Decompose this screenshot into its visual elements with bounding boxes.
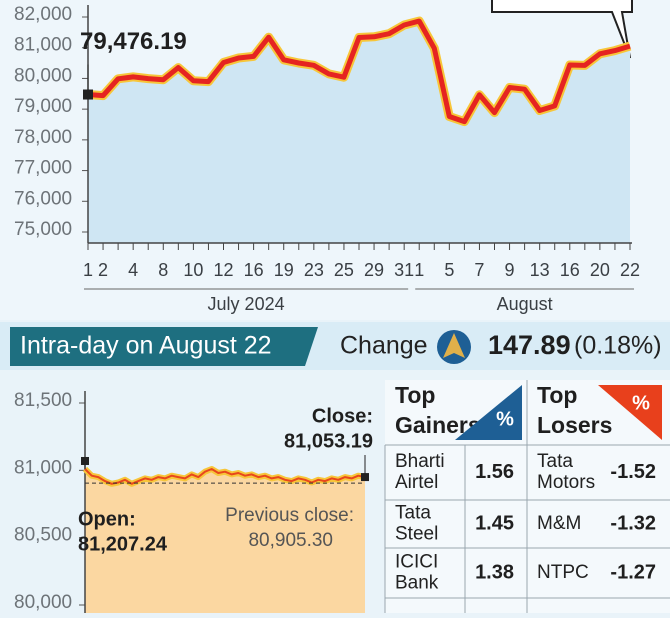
company: Bank (395, 573, 439, 594)
previous-close-label: Previous close: (225, 505, 354, 526)
icon-label: % (632, 392, 650, 414)
percent-change: 1.38 (475, 561, 514, 583)
x-tick-label: 25 (334, 260, 354, 280)
icon (455, 385, 522, 440)
title-banner (10, 327, 318, 366)
line (87, 18, 631, 125)
area (88, 21, 630, 243)
x-tick-label: 1 (414, 260, 424, 280)
header: Top (395, 382, 435, 408)
x-tick-label: 23 (304, 260, 324, 280)
month-label: July 2024 (208, 294, 285, 314)
percent-change: -1.52 (610, 461, 656, 483)
y-tick-label: 81,500 (14, 390, 72, 411)
company: Motors (537, 472, 595, 493)
x-tick-label: 16 (560, 260, 580, 280)
x-tick-label: 7 (474, 260, 484, 280)
open-value: 81,207.24 (78, 533, 168, 555)
company: ICICI (395, 552, 438, 573)
x-tick-label: 12 (213, 260, 233, 280)
y-tick-label: 81,000 (14, 35, 72, 56)
y-tick-label: 81,000 (14, 457, 72, 478)
line (84, 468, 366, 485)
intraday-title: Intra-day on August 22 (20, 332, 272, 360)
change-value: 147.89 (488, 330, 571, 360)
x-tick-label: 1 (83, 260, 93, 280)
y-tick-label: 82,000 (14, 4, 72, 25)
open-label: Open: (78, 508, 136, 530)
x-tick-label: 20 (590, 260, 610, 280)
company: Tata (537, 451, 573, 472)
x-tick-label: 13 (530, 260, 550, 280)
company: Bharti (395, 451, 445, 472)
x-tick-label: 4 (128, 260, 138, 280)
y-tick-label: 79,000 (14, 96, 72, 117)
percent-change: 1.45 (475, 512, 514, 534)
icon (598, 385, 662, 440)
y-tick-label: 78,000 (14, 127, 72, 148)
header: Losers (537, 412, 612, 438)
x-tick-label: 8 (158, 260, 168, 280)
value-label: 79,476.19 (80, 28, 187, 55)
month-label: August (497, 294, 553, 314)
x-tick-label: 16 (244, 260, 264, 280)
y-tick-label: 75,000 (14, 219, 72, 240)
company: Steel (395, 524, 438, 545)
x-tick-label: 19 (274, 260, 294, 280)
y-tick-label: 76,000 (14, 188, 72, 209)
company: M&M (537, 513, 581, 534)
close-value: 81,053.19 (284, 430, 373, 452)
change-label: Change (340, 332, 428, 360)
x-tick-label: 29 (364, 260, 384, 280)
percent-change: -1.32 (610, 512, 656, 534)
percent-change: -1.27 (610, 561, 656, 583)
area (85, 469, 365, 613)
company: NTPC (537, 562, 589, 583)
up-arrow (443, 333, 465, 358)
x-tick-label: 2 (98, 260, 108, 280)
close-label: Close: (312, 405, 373, 427)
header: Top (537, 382, 577, 408)
x-tick-label: 5 (444, 260, 454, 280)
x-tick-label: 10 (183, 260, 203, 280)
x-tick-label: 31 (394, 260, 414, 280)
previous-close-value: 80,905.30 (248, 530, 333, 551)
icon-label: % (496, 408, 514, 430)
percent-change: 1.56 (475, 461, 514, 483)
y-tick-label: 77,000 (14, 158, 72, 179)
y-tick-label: 80,500 (14, 525, 72, 546)
x-tick-label: 9 (505, 260, 515, 280)
company: Tata (395, 503, 431, 524)
y-tick-label: 80,000 (14, 592, 72, 613)
change-percent: (0.18%) (574, 332, 662, 360)
y-tick-label: 80,000 (14, 65, 72, 86)
company: Airtel (395, 472, 438, 493)
x-tick-label: 22 (620, 260, 640, 280)
